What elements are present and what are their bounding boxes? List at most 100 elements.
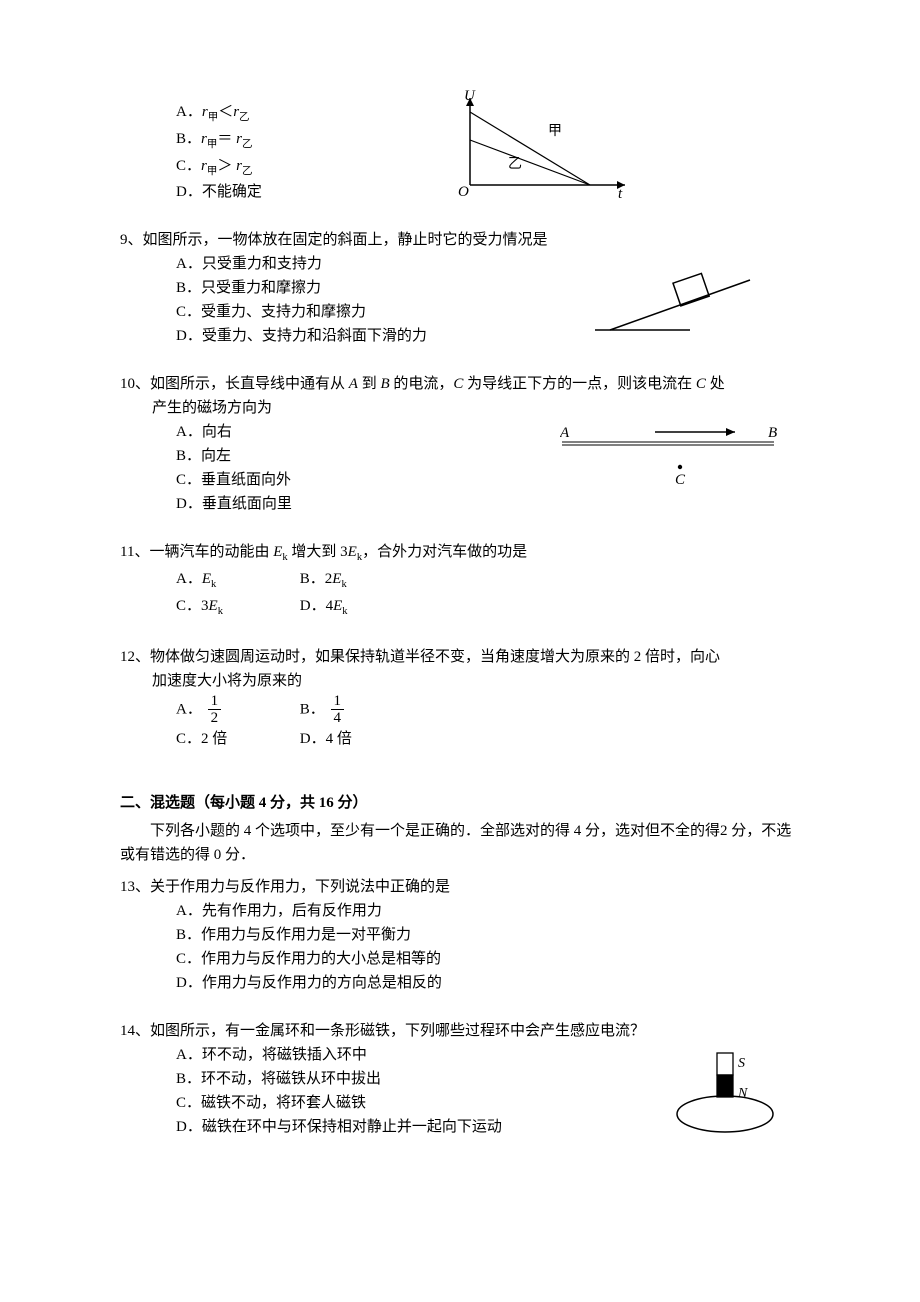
opt-prefix: B．2 bbox=[300, 571, 333, 587]
var-E: E bbox=[333, 598, 342, 614]
section-2-desc: 下列各小题的 4 个选项中，至少有一个是正确的．全部选对的得 4 分，选对但不全… bbox=[120, 819, 800, 867]
var-C: C bbox=[696, 376, 706, 392]
q14-stem: 14、如图所示，有一金属环和一条形磁铁，下列哪些过程环中会产生感应电流？ bbox=[120, 1019, 800, 1043]
q10-fig-A: A bbox=[560, 425, 570, 441]
var-C: C bbox=[453, 376, 463, 392]
q11-opts-row1: A．Ek B．2Ek bbox=[176, 567, 800, 594]
stem-text: 处 bbox=[706, 376, 725, 392]
q10-figure: A B C bbox=[560, 422, 780, 500]
q8-y-label: U bbox=[464, 90, 476, 104]
var-E: E bbox=[202, 571, 211, 587]
q8-origin: O bbox=[458, 184, 469, 200]
stem-text: 增大到 3 bbox=[288, 544, 348, 560]
q10-fig-C: C bbox=[675, 472, 686, 488]
opt-prefix: A． bbox=[176, 571, 202, 587]
question-11: 11、一辆汽车的动能由 Ek 增大到 3Ek，合外力对汽车做的功是 A．Ek B… bbox=[120, 540, 800, 620]
question-14: S N 14、如图所示，有一金属环和一条形磁铁，下列哪些过程环中会产生感应电流？… bbox=[120, 1019, 800, 1139]
q11-opt-a: A．Ek bbox=[176, 567, 296, 594]
opt-text: 不能确定 bbox=[202, 184, 262, 200]
q10-stem: 10、如图所示，长直导线中通有从 A 到 B 的电流，C 为导线正下方的一点，则… bbox=[120, 372, 800, 396]
opt-prefix: B． bbox=[300, 701, 325, 717]
question-9: 9、如图所示，一物体放在固定的斜面上，静止时它的受力情况是 A．只受重力和支持力… bbox=[120, 228, 800, 348]
stem-text: 10、如图所示，长直导线中通有从 bbox=[120, 376, 349, 392]
q12-stem-line1: 12、物体做匀速圆周运动时，如果保持轨道半径不变，当角速度增大为原来的 2 倍时… bbox=[120, 645, 800, 669]
stem-text: 到 bbox=[358, 376, 381, 392]
sub: 乙 bbox=[239, 112, 250, 123]
frac-num: 1 bbox=[331, 693, 345, 711]
q13-stem: 13、关于作用力与反作用力，下列说法中正确的是 bbox=[120, 875, 800, 899]
q12-opt-a: A． 12 bbox=[176, 693, 296, 727]
q11-stem: 11、一辆汽车的动能由 Ek 增大到 3Ek，合外力对汽车做的功是 bbox=[120, 540, 800, 567]
op: ＜ bbox=[218, 104, 233, 120]
q9-stem: 9、如图所示，一物体放在固定的斜面上，静止时它的受力情况是 bbox=[120, 228, 800, 252]
q13-opt-d: D．作用力与反作用力的方向总是相反的 bbox=[176, 971, 800, 995]
opt-prefix: C． bbox=[176, 158, 201, 174]
question-13: 13、关于作用力与反作用力，下列说法中正确的是 A．先有作用力，后有反作用力 B… bbox=[120, 875, 800, 995]
stem-text: 为导线正下方的一点，则该电流在 bbox=[463, 376, 696, 392]
question-8: U O t 甲 乙 A．r甲＜r乙 B．r甲＝ r乙 C．r甲＞ r乙 D．不能… bbox=[120, 100, 800, 204]
q12-opts-row1: A． 12 B． 14 bbox=[176, 693, 800, 727]
q11-options: A．Ek B．2Ek C．3Ek D．4Ek bbox=[120, 567, 800, 621]
frac-den: 4 bbox=[331, 710, 345, 727]
q11-opts-row2: C．3Ek D．4Ek bbox=[176, 594, 800, 621]
opt-prefix: C．3 bbox=[176, 598, 209, 614]
question-10: A B C 10、如图所示，长直导线中通有从 A 到 B 的电流，C 为导线正下… bbox=[120, 372, 800, 516]
q8-x-label: t bbox=[618, 186, 623, 200]
var-B: B bbox=[380, 376, 389, 392]
op: ＝ bbox=[217, 131, 236, 147]
q12-opts-row2: C．2 倍 D．4 倍 bbox=[176, 727, 800, 751]
q13-opt-a: A．先有作用力，后有反作用力 bbox=[176, 899, 800, 923]
sub: 乙 bbox=[242, 166, 253, 177]
q10-stem-line2: 产生的磁场方向为 bbox=[120, 396, 800, 420]
q12-opt-d: D．4 倍 bbox=[300, 727, 420, 751]
stem-text: ，合外力对汽车做的功是 bbox=[362, 544, 527, 560]
q11-opt-d: D．4Ek bbox=[300, 594, 420, 621]
q9-figure bbox=[590, 268, 760, 346]
opt-prefix: B． bbox=[176, 131, 201, 147]
q9-incline-svg bbox=[590, 268, 760, 338]
stem-text: 的电流， bbox=[390, 376, 454, 392]
q8-line1-label: 甲 bbox=[548, 124, 562, 139]
var-E: E bbox=[348, 544, 357, 560]
section-2-title: 二、混选题（每小题 4 分，共 16 分） bbox=[120, 791, 800, 815]
q10-fig-B: B bbox=[768, 425, 777, 441]
sub-k: k bbox=[341, 579, 346, 590]
q10-wire-svg: A B C bbox=[560, 422, 780, 492]
var-E: E bbox=[209, 598, 218, 614]
q12-stem-line2: 加速度大小将为原来的 bbox=[120, 669, 800, 693]
sub: 乙 bbox=[242, 139, 253, 150]
q12-opt-c: C．2 倍 bbox=[176, 727, 296, 751]
q12-options: A． 12 B． 14 C．2 倍 D．4 倍 bbox=[120, 693, 800, 751]
op: ＞ bbox=[217, 158, 236, 174]
q13-opt-c: C．作用力与反作用力的大小总是相等的 bbox=[176, 947, 800, 971]
var-E: E bbox=[273, 544, 282, 560]
sub-k: k bbox=[342, 606, 347, 617]
opt-prefix: A． bbox=[176, 104, 202, 120]
sub-k: k bbox=[218, 606, 223, 617]
q14-magnet-svg: S N bbox=[670, 1049, 780, 1139]
frac-den: 2 bbox=[208, 710, 222, 727]
stem-text: 11、一辆汽车的动能由 bbox=[120, 544, 273, 560]
q13-opt-b: B．作用力与反作用力是一对平衡力 bbox=[176, 923, 800, 947]
opt-prefix: D． bbox=[176, 184, 202, 200]
q14-fig-S: S bbox=[738, 1056, 745, 1071]
sub: 甲 bbox=[207, 139, 218, 150]
sub: 甲 bbox=[207, 166, 218, 177]
q11-opt-c: C．3Ek bbox=[176, 594, 296, 621]
fraction: 12 bbox=[208, 693, 222, 727]
var-A: A bbox=[349, 376, 358, 392]
q8-figure: U O t 甲 乙 bbox=[440, 90, 640, 208]
q13-options: A．先有作用力，后有反作用力 B．作用力与反作用力是一对平衡力 C．作用力与反作… bbox=[120, 899, 800, 995]
opt-prefix: A． bbox=[176, 701, 202, 717]
opt-prefix: D．4 bbox=[300, 598, 333, 614]
q12-opt-b: B． 14 bbox=[300, 693, 420, 727]
sub: 甲 bbox=[208, 112, 219, 123]
q14-fig-N: N bbox=[737, 1086, 748, 1101]
question-12: 12、物体做匀速圆周运动时，如果保持轨道半径不变，当角速度增大为原来的 2 倍时… bbox=[120, 645, 800, 751]
q8-graph-svg: U O t 甲 乙 bbox=[440, 90, 640, 200]
sub-k: k bbox=[211, 579, 216, 590]
q8-line2-label: 乙 bbox=[508, 156, 522, 172]
frac-num: 1 bbox=[208, 693, 222, 711]
q14-figure: S N bbox=[670, 1049, 780, 1147]
q11-opt-b: B．2Ek bbox=[300, 567, 420, 594]
